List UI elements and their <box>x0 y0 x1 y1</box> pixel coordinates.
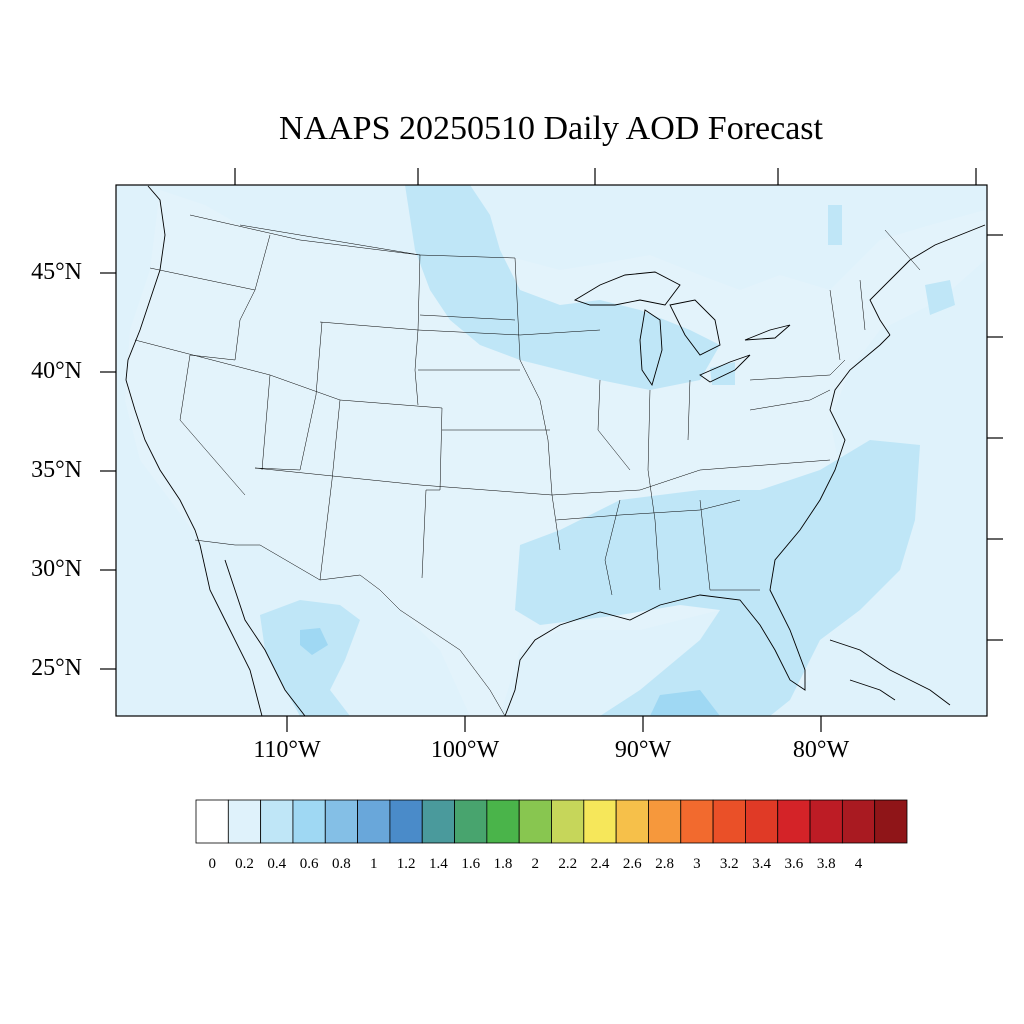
aod-field <box>125 185 986 716</box>
colorbar-label: 2.4 <box>590 856 610 872</box>
colorbar-swatch <box>486 799 520 844</box>
aod-plume-north <box>405 185 720 390</box>
aod-patch-quebec <box>828 205 842 245</box>
colorbar-swatch <box>195 799 229 844</box>
aod-plume-mexico <box>260 600 360 716</box>
colorbar-label: 2 <box>531 856 540 872</box>
colorbar-label: 1 <box>370 856 378 872</box>
colorbar-swatch <box>874 799 908 844</box>
colorbar-label: 3 <box>693 856 701 872</box>
colorbar-label: 0.8 <box>332 856 351 872</box>
colorbar-label: 0 <box>208 856 216 872</box>
colorbar-label: 2.8 <box>655 856 674 872</box>
colorbar-label: 2.2 <box>558 856 578 872</box>
colorbar-swatch <box>292 799 326 844</box>
colorbar-swatch <box>583 799 617 844</box>
coastlines <box>125 185 986 716</box>
right-ticks <box>987 234 1003 641</box>
lon-label-90w: 90°W <box>614 737 672 763</box>
top-ticks <box>234 168 977 185</box>
colorbar-swatch <box>648 799 682 844</box>
bottom-ticks <box>286 716 822 732</box>
colorbar-label: 1.6 <box>461 856 481 872</box>
aod-plume-gulf-core <box>650 690 720 716</box>
map-title: NAAPS 20250510 Daily AOD Forecast <box>279 110 823 147</box>
colorbar-swatch <box>680 799 714 844</box>
colorbar-swatch <box>518 799 552 844</box>
colorbar-swatch <box>454 799 488 844</box>
lon-label-110w: 110°W <box>253 737 321 763</box>
colorbar-swatch <box>357 799 391 844</box>
colorbar-label: 2.6 <box>622 856 642 872</box>
lat-label-30n: 30°N <box>31 556 82 582</box>
colorbar-label: 1.8 <box>493 856 513 872</box>
colorbar-label: 0.2 <box>235 856 254 872</box>
colorbar-label: 3.4 <box>752 856 771 872</box>
colorbar-swatch <box>389 799 423 844</box>
lon-label-80w: 80°W <box>792 737 850 763</box>
colorbar-swatch <box>809 799 843 844</box>
colorbar-label: 3.8 <box>816 856 836 872</box>
left-ticks <box>100 272 116 670</box>
colorbar-label: 3.2 <box>719 856 739 872</box>
colorbar-swatch <box>260 799 294 844</box>
lat-label-40n: 40°N <box>31 358 82 384</box>
lat-label-35n: 35°N <box>31 457 82 483</box>
colorbar-swatch <box>324 799 358 844</box>
lat-label-45n: 45°N <box>31 259 82 285</box>
colorbar-swatch <box>745 799 779 844</box>
colorbar-swatch <box>615 799 649 844</box>
colorbar-swatch <box>421 799 455 844</box>
political-borders <box>134 214 921 716</box>
colorbar <box>195 799 908 844</box>
colorbar-label: 0.4 <box>267 856 287 872</box>
aod-plume-southeast <box>515 440 920 716</box>
colorbar-swatch <box>841 799 876 844</box>
aod-patch-maritimes <box>925 280 955 315</box>
lat-label-25n: 25°N <box>31 655 82 681</box>
colorbar-label: 3.6 <box>784 856 804 872</box>
colorbar-label: 1.4 <box>429 856 448 872</box>
colorbar-swatch <box>227 799 262 844</box>
colorbar-label: 4 <box>854 856 863 872</box>
colorbar-swatch <box>777 799 811 844</box>
map-frame <box>115 184 988 717</box>
lon-label-100w: 100°W <box>430 737 500 763</box>
colorbar-label: 1.2 <box>396 856 416 872</box>
aod-plume-mexico-core <box>300 628 328 655</box>
colorbar-label: 0.6 <box>299 856 319 872</box>
colorbar-swatch <box>551 799 585 844</box>
colorbar-swatch <box>712 799 746 844</box>
